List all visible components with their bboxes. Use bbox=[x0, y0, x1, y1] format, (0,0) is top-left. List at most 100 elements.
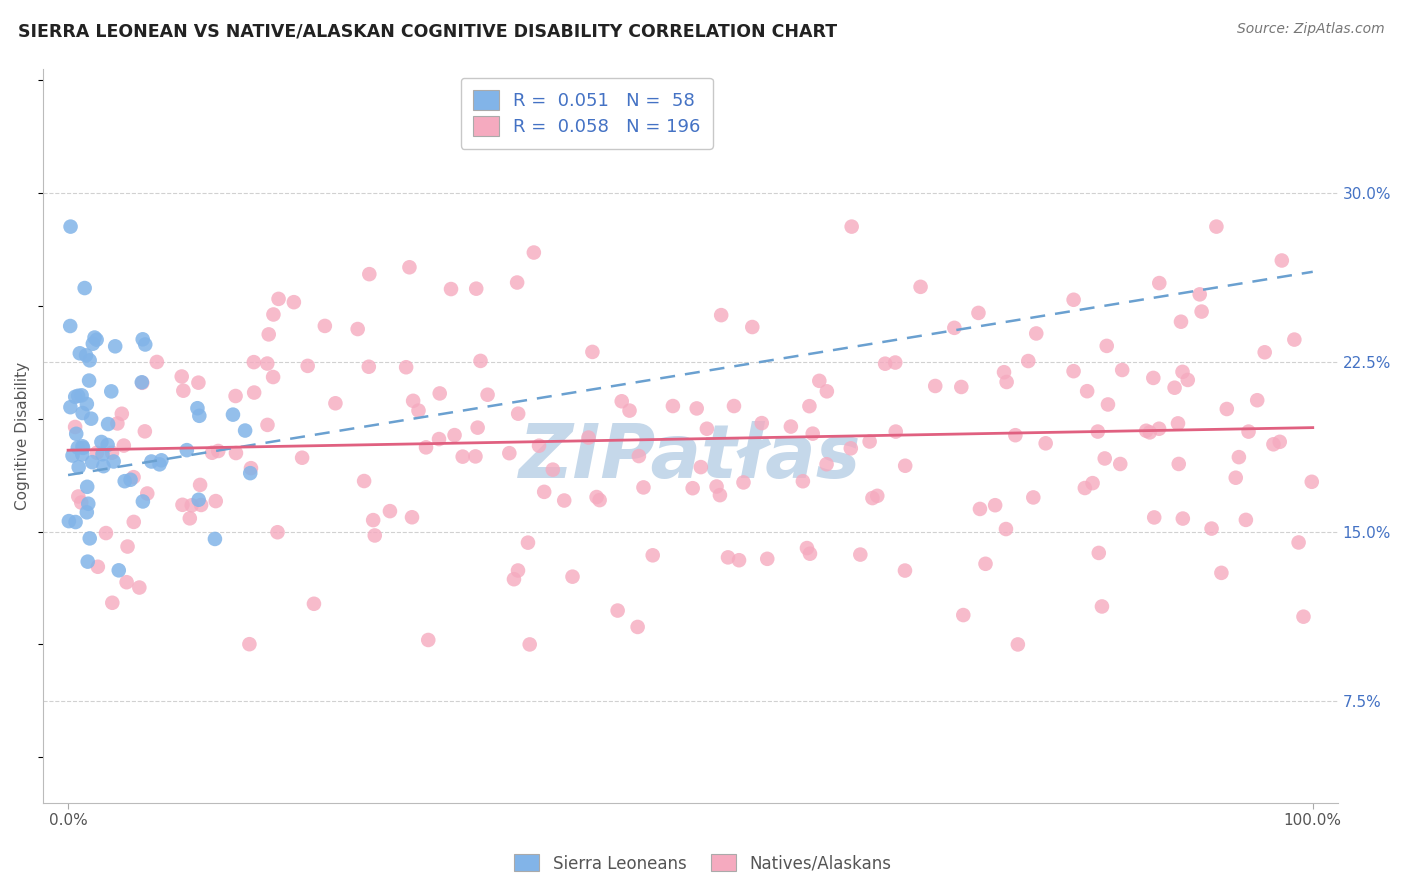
Point bbox=[1188, 287, 1211, 301]
Point bbox=[243, 355, 266, 369]
Point bbox=[77, 497, 100, 511]
Point bbox=[1007, 637, 1029, 651]
Point bbox=[103, 454, 125, 468]
Point bbox=[63, 390, 86, 404]
Point bbox=[80, 411, 103, 425]
Point bbox=[689, 460, 711, 475]
Point bbox=[581, 345, 603, 359]
Point bbox=[815, 457, 838, 471]
Point bbox=[201, 446, 224, 460]
Point bbox=[136, 486, 159, 500]
Point bbox=[101, 446, 124, 460]
Point bbox=[67, 389, 90, 403]
Point bbox=[1143, 510, 1166, 524]
Point bbox=[86, 446, 108, 460]
Point bbox=[429, 386, 451, 401]
Point bbox=[994, 522, 1017, 536]
Point bbox=[262, 370, 284, 384]
Point bbox=[93, 459, 115, 474]
Point bbox=[66, 441, 89, 455]
Point bbox=[90, 435, 112, 450]
Point bbox=[1268, 434, 1291, 449]
Point bbox=[1097, 397, 1119, 411]
Point bbox=[717, 550, 740, 565]
Point bbox=[950, 380, 973, 394]
Point bbox=[682, 481, 704, 495]
Point bbox=[1076, 384, 1098, 399]
Point bbox=[801, 426, 824, 441]
Point bbox=[894, 564, 917, 578]
Point bbox=[67, 460, 90, 475]
Point bbox=[1171, 365, 1194, 379]
Point bbox=[378, 504, 401, 518]
Point bbox=[503, 572, 526, 586]
Point bbox=[1263, 437, 1285, 451]
Point bbox=[225, 446, 247, 460]
Point bbox=[59, 400, 82, 414]
Point bbox=[107, 563, 129, 577]
Point bbox=[866, 489, 889, 503]
Point bbox=[67, 490, 90, 504]
Text: Source: ZipAtlas.com: Source: ZipAtlas.com bbox=[1237, 22, 1385, 37]
Point bbox=[588, 493, 610, 508]
Point bbox=[256, 357, 278, 371]
Point bbox=[415, 441, 437, 455]
Point bbox=[974, 557, 997, 571]
Point bbox=[451, 450, 474, 464]
Point bbox=[77, 374, 100, 388]
Point bbox=[910, 280, 932, 294]
Point bbox=[519, 637, 541, 651]
Point bbox=[464, 450, 486, 464]
Point bbox=[709, 488, 731, 502]
Point bbox=[1094, 451, 1116, 466]
Point bbox=[884, 425, 907, 439]
Point bbox=[641, 549, 664, 563]
Point bbox=[884, 355, 907, 369]
Point bbox=[1109, 457, 1132, 471]
Point bbox=[1149, 276, 1171, 290]
Point bbox=[172, 384, 194, 398]
Point bbox=[111, 407, 134, 421]
Point bbox=[82, 455, 104, 469]
Point bbox=[1234, 513, 1257, 527]
Point bbox=[188, 409, 211, 423]
Point bbox=[150, 453, 173, 467]
Point bbox=[733, 475, 755, 490]
Point bbox=[1081, 476, 1104, 491]
Point bbox=[1227, 450, 1250, 464]
Point bbox=[302, 597, 325, 611]
Point bbox=[1271, 253, 1294, 268]
Point bbox=[627, 449, 650, 463]
Point bbox=[132, 494, 155, 508]
Point bbox=[1201, 522, 1223, 536]
Point bbox=[619, 403, 641, 417]
Point bbox=[87, 559, 110, 574]
Point bbox=[225, 389, 247, 403]
Point bbox=[686, 401, 709, 416]
Point bbox=[172, 498, 194, 512]
Point bbox=[107, 417, 129, 431]
Legend: Sierra Leoneans, Natives/Alaskans: Sierra Leoneans, Natives/Alaskans bbox=[508, 847, 898, 880]
Point bbox=[553, 493, 575, 508]
Point bbox=[73, 281, 96, 295]
Point bbox=[440, 282, 463, 296]
Point bbox=[1177, 373, 1199, 387]
Point bbox=[238, 637, 260, 651]
Point bbox=[1087, 425, 1109, 439]
Point bbox=[1017, 354, 1039, 368]
Point bbox=[952, 608, 974, 623]
Point bbox=[76, 505, 98, 519]
Point bbox=[297, 359, 319, 373]
Point bbox=[148, 458, 170, 472]
Point bbox=[443, 428, 465, 442]
Point bbox=[94, 526, 117, 541]
Point bbox=[361, 513, 384, 527]
Point bbox=[115, 575, 138, 590]
Point bbox=[1171, 511, 1194, 525]
Point bbox=[82, 336, 104, 351]
Point bbox=[395, 360, 418, 375]
Point bbox=[1284, 333, 1306, 347]
Point bbox=[779, 419, 801, 434]
Text: SIERRA LEONEAN VS NATIVE/ALASKAN COGNITIVE DISABILITY CORRELATION CHART: SIERRA LEONEAN VS NATIVE/ALASKAN COGNITI… bbox=[18, 22, 838, 40]
Point bbox=[741, 320, 763, 334]
